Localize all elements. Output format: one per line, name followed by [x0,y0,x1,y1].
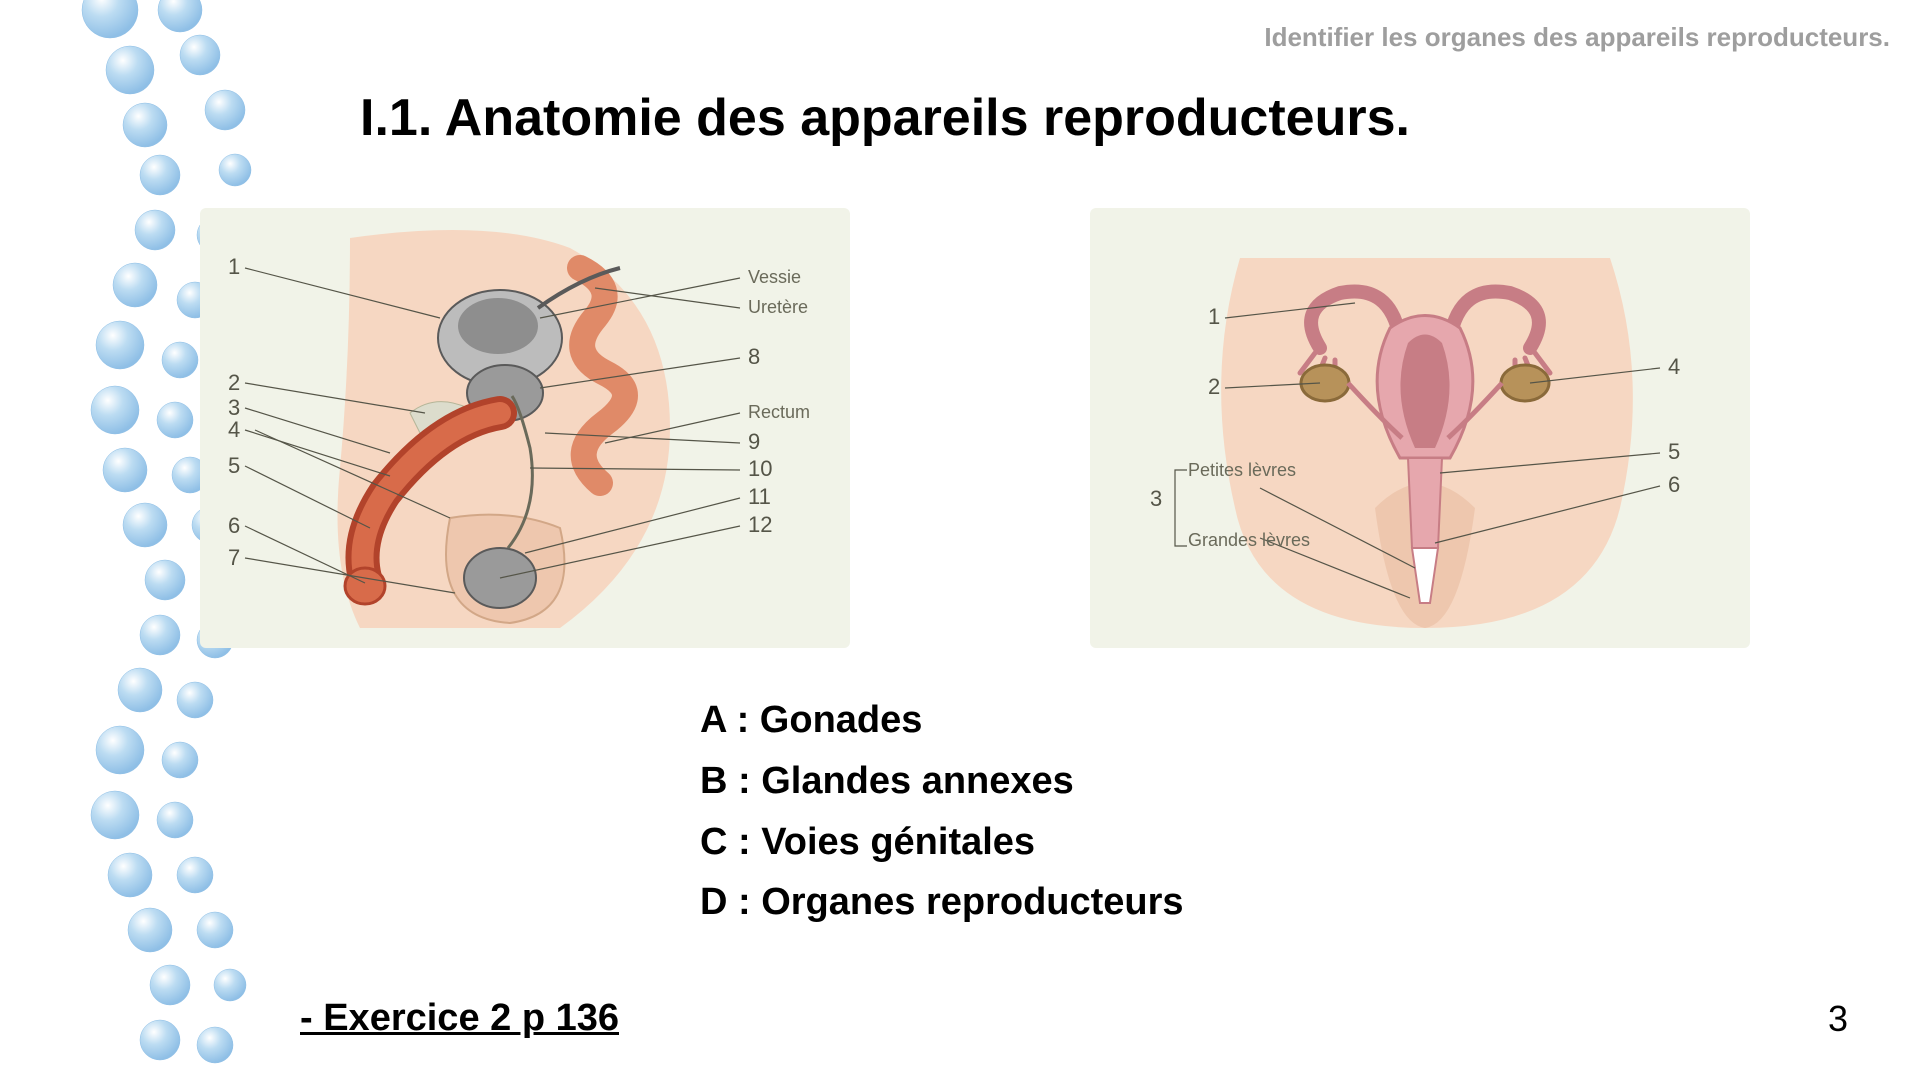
female-label-1: 1 [1208,304,1220,329]
female-label-6: 6 [1668,472,1680,497]
legend-a: A : Gonades [700,690,1184,751]
male-label-1: 1 [228,254,240,279]
female-label-5: 5 [1668,439,1680,464]
legend-d: D : Organes reproducteurs [700,872,1184,933]
male-label-2: 2 [228,370,240,395]
legend-b: B : Glandes annexes [700,751,1184,812]
slide-title: I.1. Anatomie des appareils reproducteur… [360,88,1410,148]
male-label-11: 11 [748,484,771,509]
male-label-9: 9 [748,429,760,454]
female-label-grandes: Grandes lèvres [1188,530,1310,550]
female-label-3: 3 [1150,486,1162,511]
female-label-2: 2 [1208,374,1220,399]
male-label-5: 5 [228,453,240,478]
female-anatomy-diagram: 1 2 3 Petites lèvres Grandes lèvres 4 5 … [1090,208,1750,648]
page-number: 3 [1828,998,1848,1040]
legend-c: C : Voies génitales [700,812,1184,873]
exercise-reference: - Exercice 2 p 136 [300,997,619,1040]
male-anatomy-diagram: 1 2 3 4 5 6 7 Vessie Uretère 8 Rectum 9 … [200,208,850,648]
male-label-7: 7 [228,545,240,570]
male-label-10: 10 [748,456,772,481]
female-label-4: 4 [1668,354,1680,379]
male-label-6: 6 [228,513,240,538]
male-label-uretere: Uretère [748,297,808,317]
male-label-12: 12 [748,512,772,537]
male-label-8: 8 [748,344,760,369]
legend-block: A : Gonades B : Glandes annexes C : Voie… [700,690,1184,933]
male-label-rectum: Rectum [748,402,810,422]
male-label-vessie: Vessie [748,267,801,287]
header-note: Identifier les organes des appareils rep… [1264,22,1890,53]
male-label-4: 4 [228,417,240,442]
female-label-petites: Petites lèvres [1188,460,1296,480]
